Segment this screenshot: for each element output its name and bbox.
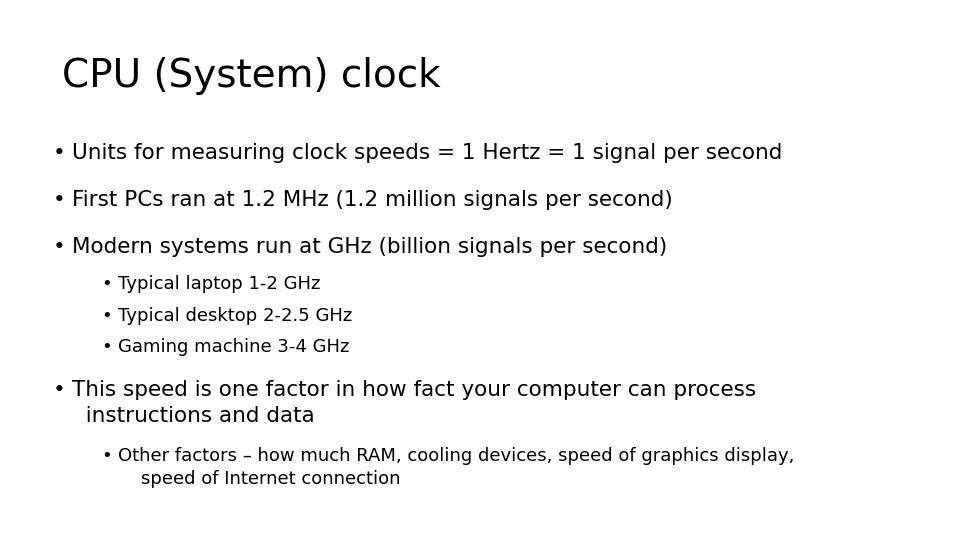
Text: •: • [101,338,111,356]
Text: •: • [101,275,111,293]
Text: Typical laptop 1-2 GHz: Typical laptop 1-2 GHz [118,275,321,293]
Text: Typical desktop 2-2.5 GHz: Typical desktop 2-2.5 GHz [118,307,352,325]
Text: •: • [53,143,65,163]
Text: CPU (System) clock: CPU (System) clock [62,57,441,94]
Text: Other factors – how much RAM, cooling devices, speed of graphics display,
    sp: Other factors – how much RAM, cooling de… [118,447,795,488]
Text: Gaming machine 3-4 GHz: Gaming machine 3-4 GHz [118,338,349,356]
Text: •: • [53,237,65,257]
Text: •: • [101,447,111,465]
Text: Units for measuring clock speeds = 1 Hertz = 1 signal per second: Units for measuring clock speeds = 1 Her… [72,143,782,163]
Text: First PCs ran at 1.2 MHz (1.2 million signals per second): First PCs ran at 1.2 MHz (1.2 million si… [72,190,673,210]
Text: This speed is one factor in how fact your computer can process
  instructions an: This speed is one factor in how fact you… [72,380,756,426]
Text: •: • [53,380,65,400]
Text: •: • [101,307,111,325]
Text: •: • [53,190,65,210]
Text: Modern systems run at GHz (billion signals per second): Modern systems run at GHz (billion signa… [72,237,667,257]
